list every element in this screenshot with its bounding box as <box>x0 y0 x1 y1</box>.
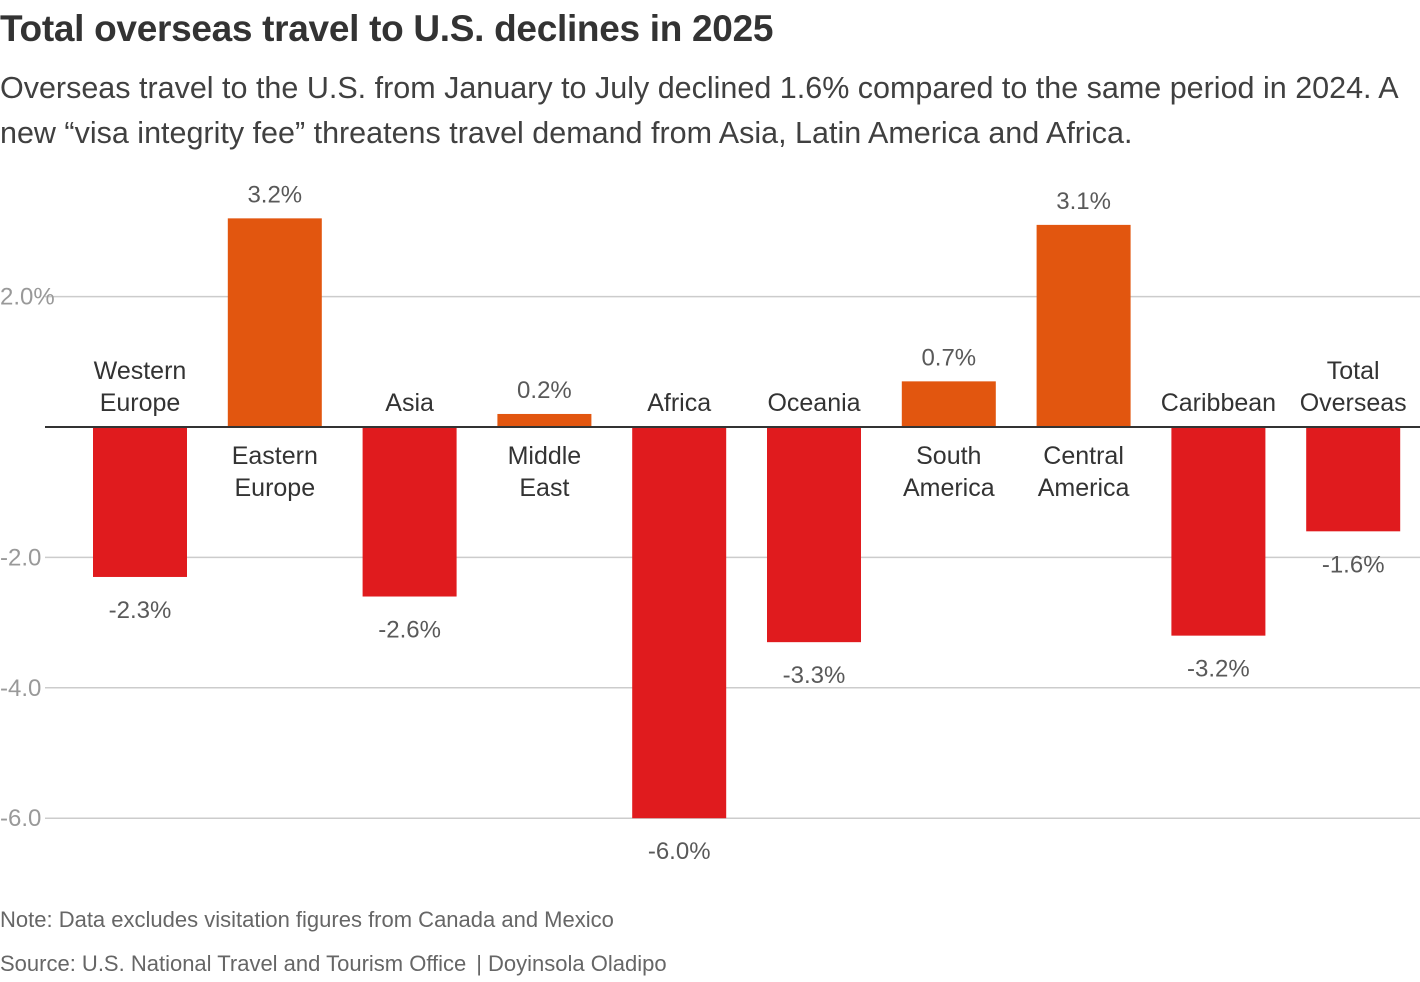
bar <box>227 218 322 427</box>
category-label: Caribbean <box>1161 389 1276 417</box>
category-label: Central America <box>1038 442 1130 502</box>
bar <box>93 427 187 577</box>
source-text: Source: U.S. National Travel and Tourism… <box>0 951 467 976</box>
category-label: Asia <box>385 389 434 417</box>
category-label-line: Central <box>1043 442 1124 470</box>
value-label: -3.3% <box>783 662 846 689</box>
y-tick-label: -2.0 <box>0 544 41 571</box>
bars <box>93 218 1401 819</box>
category-label-line: Europe <box>100 389 181 417</box>
source-separator: | <box>476 951 483 976</box>
bar <box>767 427 861 643</box>
category-label: Total Overseas <box>1300 357 1407 417</box>
category-label-line: Total <box>1327 357 1380 385</box>
bar <box>901 381 996 427</box>
value-label: -2.6% <box>378 617 441 644</box>
category-label-line: Asia <box>385 389 434 417</box>
category-label-line: Caribbean <box>1161 389 1276 417</box>
category-label-line: America <box>903 474 995 502</box>
category-label-line: Africa <box>647 389 711 417</box>
bar <box>632 427 727 819</box>
category-label-line: South <box>916 442 981 470</box>
bar <box>1036 224 1131 427</box>
category-label: South America <box>903 442 995 502</box>
category-label-line: America <box>1038 474 1130 502</box>
y-tick-label: -4.0 <box>0 675 41 702</box>
author-credit: Doyinsola Oladipo <box>488 951 667 976</box>
chart-note: Note: Data excludes visitation figures f… <box>0 907 614 932</box>
bar <box>497 413 592 427</box>
y-tick-label: -6.0 <box>0 805 41 832</box>
chart-title: Total overseas travel to U.S. declines i… <box>0 8 774 49</box>
value-label: 3.2% <box>247 181 302 208</box>
category-label: Western Europe <box>94 357 187 417</box>
value-label: 3.1% <box>1056 188 1111 215</box>
bar <box>362 427 457 597</box>
category-label: Middle East <box>508 442 582 502</box>
y-tick-label: 2.0% <box>0 284 55 311</box>
value-label: -1.6% <box>1322 551 1385 578</box>
category-label: Oceania <box>767 389 860 417</box>
value-label: -3.2% <box>1187 656 1250 683</box>
category-label-line: Oceania <box>767 389 860 417</box>
bar <box>1171 427 1266 636</box>
value-label: -6.0% <box>648 838 711 865</box>
category-label: Africa <box>647 389 711 417</box>
value-label: -2.3% <box>109 597 172 624</box>
category-label: Eastern Europe <box>232 442 318 502</box>
category-label-line: Eastern <box>232 442 318 470</box>
category-label-line: East <box>519 474 569 502</box>
category-label-line: Western <box>94 357 187 385</box>
category-label-line: Overseas <box>1300 389 1407 417</box>
labels: 2.0% -2.0 -4.0 -6.0 -2.3% Western Europe 3.2% Ea… <box>0 181 1407 865</box>
chart-subtitle: Overseas travel to the U.S. from January… <box>0 71 1397 150</box>
value-label: 0.7% <box>921 344 976 371</box>
chart-source: Source: U.S. National Travel and Tourism… <box>0 951 667 977</box>
bar <box>1306 427 1401 532</box>
category-label-line: Middle <box>508 442 582 470</box>
category-label-line: Europe <box>234 474 315 502</box>
value-label: 0.2% <box>517 377 572 404</box>
